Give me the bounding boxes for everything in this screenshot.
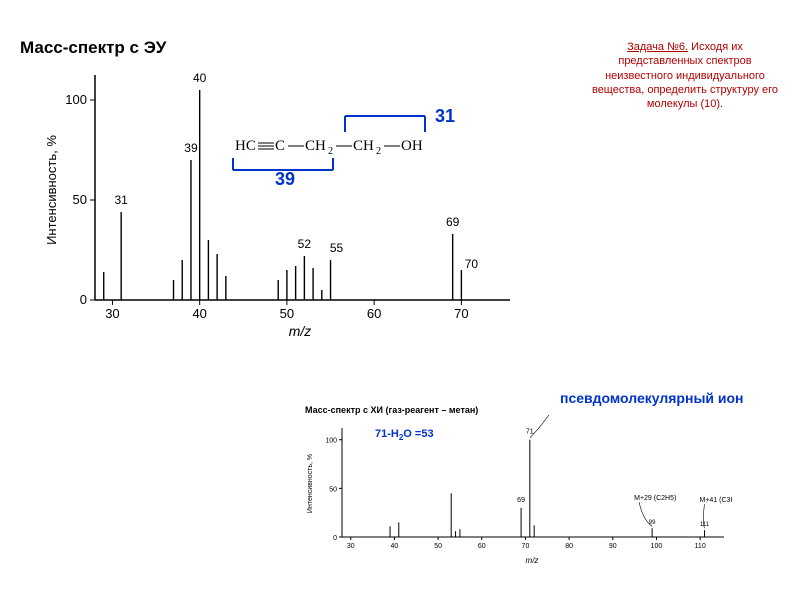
- svg-text:100: 100: [651, 543, 663, 550]
- svg-text:C: C: [275, 138, 285, 154]
- structure-svg: HCCCH2CH2OH3139: [230, 110, 470, 185]
- svg-text:69: 69: [446, 215, 460, 229]
- ci-title: Масс-спектр с ХИ (газ-реагент – метан): [305, 405, 478, 415]
- svg-text:2: 2: [376, 146, 381, 157]
- svg-text:CH: CH: [353, 138, 374, 154]
- svg-text:70: 70: [465, 257, 479, 271]
- svg-text:60: 60: [367, 306, 381, 321]
- svg-text:90: 90: [609, 543, 617, 550]
- svg-text:110: 110: [695, 543, 706, 550]
- svg-text:30: 30: [105, 306, 119, 321]
- svg-text:2: 2: [328, 146, 333, 157]
- svg-text:50: 50: [73, 192, 87, 207]
- svg-text:50: 50: [329, 486, 337, 493]
- svg-text:100: 100: [65, 92, 87, 107]
- svg-text:m/z: m/z: [289, 323, 312, 339]
- pseudo-label: псевдомолекулярный ион: [560, 390, 744, 406]
- svg-text:Интенсивность, %: Интенсивность, %: [307, 454, 314, 513]
- svg-text:CH: CH: [305, 138, 326, 154]
- svg-text:OH: OH: [401, 138, 423, 154]
- svg-text:60: 60: [478, 543, 486, 550]
- svg-text:40: 40: [192, 306, 206, 321]
- svg-text:70: 70: [454, 306, 468, 321]
- svg-text:M+29 (C2H5): M+29 (C2H5): [634, 495, 676, 502]
- svg-text:111: 111: [700, 522, 710, 528]
- svg-text:40: 40: [193, 71, 207, 85]
- svg-text:70: 70: [522, 543, 530, 550]
- svg-text:50: 50: [434, 543, 442, 550]
- task-text: Задача №6. Исходя их представленных спек…: [590, 40, 780, 111]
- svg-text:m/z: m/z: [526, 556, 539, 565]
- structure-diagram: HCCCH2CH2OH3139: [230, 110, 460, 180]
- svg-text:30: 30: [347, 543, 355, 550]
- svg-text:31: 31: [435, 106, 455, 126]
- svg-text:39: 39: [275, 169, 295, 189]
- svg-text:39: 39: [184, 141, 198, 155]
- ei-title: Масс-спектр с ЭУ: [20, 38, 166, 58]
- svg-text:31: 31: [114, 193, 128, 207]
- task-prefix: Задача №6.: [627, 41, 688, 53]
- svg-text:99: 99: [649, 520, 656, 526]
- svg-text:HC: HC: [235, 138, 256, 154]
- ei-spectrum-chart: 0 50 100 30 40 50 60 70 m/z Интенсивность, % 31 39 4…: [40, 60, 520, 340]
- page: Задача №6. Исходя их представленных спек…: [0, 0, 800, 600]
- svg-text:40: 40: [391, 543, 399, 550]
- svg-text:Интенсивность, %: Интенсивность, %: [44, 135, 59, 245]
- svg-text:0: 0: [80, 292, 87, 307]
- svg-text:0: 0: [333, 535, 337, 542]
- ci-spectrum-chart: 0 50 100 30 40 50 60 70 80 90 100 110 m/z Интенсивнос…: [302, 415, 732, 565]
- svg-text:80: 80: [565, 543, 573, 550]
- svg-text:100: 100: [325, 438, 337, 445]
- svg-text:52: 52: [298, 237, 312, 251]
- svg-text:55: 55: [330, 241, 344, 255]
- svg-text:69: 69: [517, 497, 525, 504]
- svg-text:50: 50: [280, 306, 294, 321]
- svg-text:M+41 (C3H5): M+41 (C3H5): [700, 497, 732, 504]
